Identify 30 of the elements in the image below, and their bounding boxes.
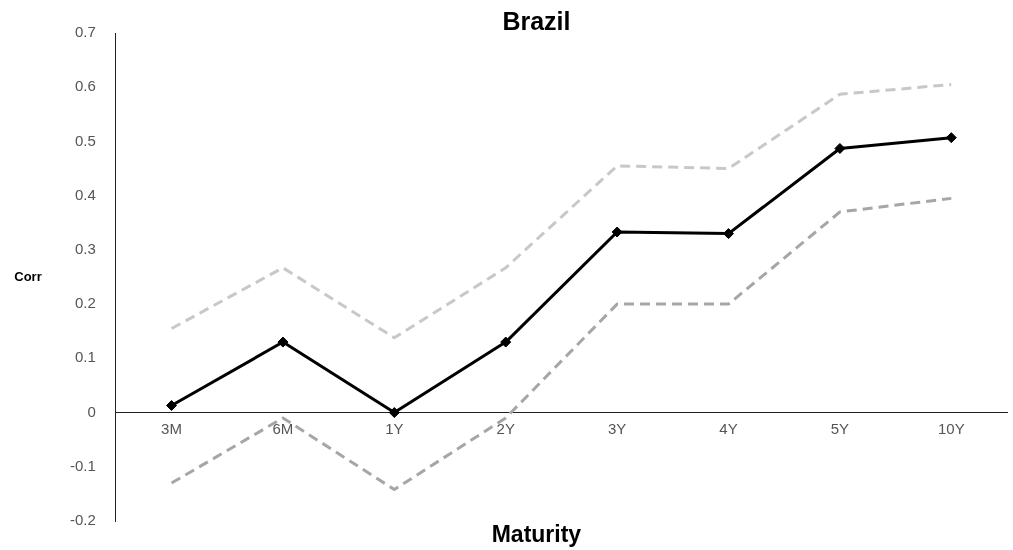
y-tick-label: 0.6 xyxy=(74,77,96,95)
y-tick-label: 0.5 xyxy=(74,131,96,149)
y-tick-label: 0.2 xyxy=(74,294,96,312)
x-tick-label: 3Y xyxy=(607,419,627,437)
point xyxy=(945,132,957,144)
x-tick-label: 1Y xyxy=(385,419,404,437)
y-tick-label: 0.4 xyxy=(74,185,96,203)
y-tick-label: 0 xyxy=(87,402,96,420)
y-tick-label: 0.7 xyxy=(74,23,96,41)
point xyxy=(166,400,178,412)
line-series xyxy=(170,83,953,340)
point xyxy=(500,336,512,348)
point xyxy=(611,226,623,238)
x-tick-label: 10Y xyxy=(937,419,965,437)
x-tick-label: 4Y xyxy=(719,419,738,437)
point xyxy=(723,228,735,240)
y-tick-label: -0.1 xyxy=(69,456,96,474)
y-tick-label: -0.2 xyxy=(69,511,96,529)
point xyxy=(277,336,289,348)
point xyxy=(388,407,400,419)
x-tick-label: 6M xyxy=(272,419,294,437)
point xyxy=(834,142,846,154)
x-tick-label: 3M xyxy=(161,419,182,437)
y-axis-title: Corr xyxy=(14,268,42,284)
chart-title: Brazil xyxy=(502,6,571,35)
x-tick-label: 2Y xyxy=(496,419,515,437)
y-tick-label: 0.1 xyxy=(74,348,96,366)
x-axis-title: Maturity xyxy=(491,521,582,548)
y-tick-label: 0.3 xyxy=(74,240,96,258)
x-tick-label: 5Y xyxy=(830,419,850,437)
